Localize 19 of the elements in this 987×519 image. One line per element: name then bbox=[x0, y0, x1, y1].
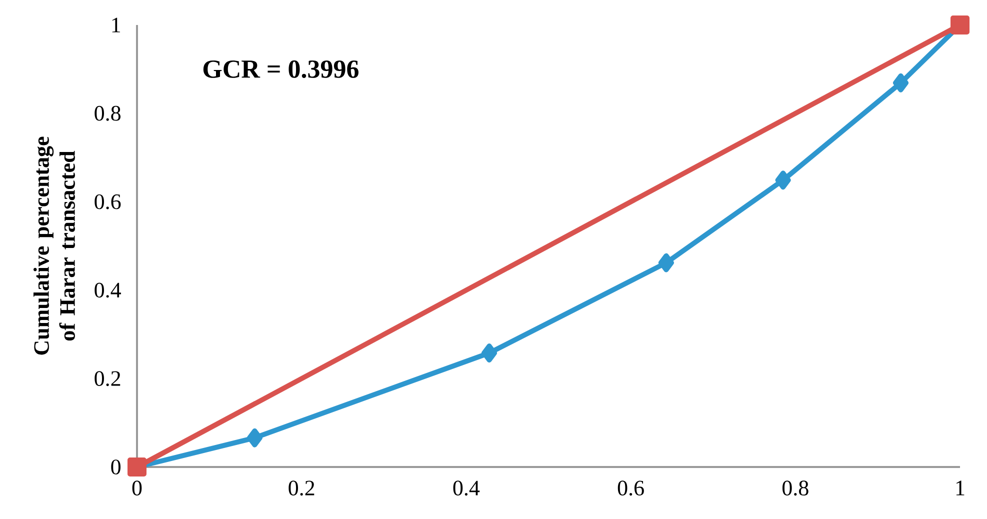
y-tick-label: 0.2 bbox=[94, 371, 120, 386]
x-tick-label: 0 bbox=[132, 480, 142, 496]
x-tick-label: 0.6 bbox=[618, 480, 644, 496]
point bbox=[246, 428, 262, 448]
y-tick-label: 0 bbox=[111, 460, 120, 474]
y-axis-title: Cumulative percentage of Harar transacted bbox=[33, 136, 75, 355]
point bbox=[775, 170, 791, 190]
x-tick-label: 0.4 bbox=[453, 480, 480, 496]
x-tick-label: 0.8 bbox=[782, 480, 808, 496]
x-tick-label: 1 bbox=[956, 480, 964, 496]
y-tick-label: 1 bbox=[112, 18, 120, 32]
y-tick-label: 0.6 bbox=[94, 194, 121, 210]
y-tick-label: 0.4 bbox=[94, 282, 121, 298]
annotation: GCR = 0.3996 bbox=[203, 60, 358, 78]
point bbox=[893, 73, 909, 92]
y-tick-label: 0.8 bbox=[94, 106, 120, 121]
point bbox=[482, 343, 497, 362]
point bbox=[658, 253, 674, 272]
x-tick-label: 0.2 bbox=[288, 480, 314, 496]
